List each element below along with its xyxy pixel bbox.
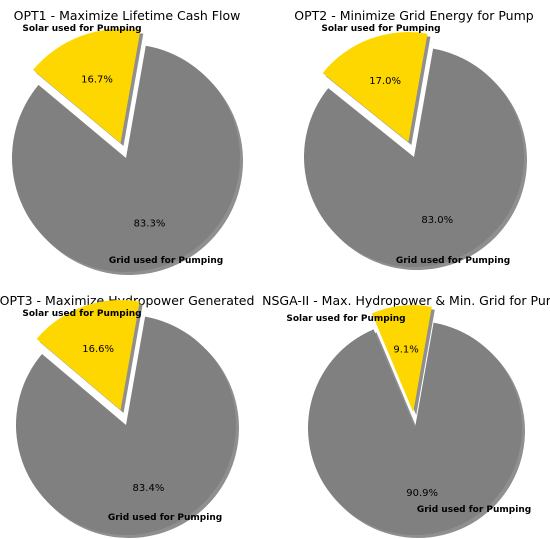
chart-opt3: OPT3 - Maximize Hydropower Generated 16.…	[0, 293, 254, 538]
pie-slice-grid	[304, 48, 524, 268]
pie-slice-grid	[12, 45, 241, 272]
pie-slice-solar	[322, 32, 428, 143]
slice-label-solar: Solar used for Pumping	[22, 309, 141, 319]
pie-slice-solar	[33, 28, 141, 143]
pie-slice-solar	[36, 299, 140, 410]
chart-nsga2: NSGA-II - Max. Hydropower & Min. Grid fo…	[262, 293, 550, 539]
slice-label-grid: Grid used for Pumping	[109, 256, 223, 266]
pct-label-solar: 16.6%	[82, 344, 114, 355]
slice-label-solar: Solar used for Pumping	[22, 24, 141, 34]
pct-label-grid: 83.3%	[134, 218, 166, 229]
chart-opt1: OPT1 - Maximize Lifetime Cash Flow 16.7%…	[12, 8, 244, 275]
chart-title: OPT2 - Minimize Grid Energy for Pump	[294, 8, 533, 23]
slice-label-solar: Solar used for Pumping	[321, 24, 440, 34]
pct-label-solar: 9.1%	[393, 344, 418, 355]
chart-opt2: OPT2 - Minimize Grid Energy for Pump 17.…	[294, 8, 534, 271]
chart-title: NSGA-II - Max. Hydropower & Min. Grid fo…	[262, 293, 550, 308]
slice-label-grid: Grid used for Pumping	[396, 256, 510, 266]
pct-label-solar: 17.0%	[369, 76, 401, 87]
pct-label-grid: 90.9%	[406, 488, 438, 499]
slice-label-solar: Solar used for Pumping	[286, 314, 405, 324]
pie-slice-grid	[307, 322, 522, 535]
slice-label-grid: Grid used for Pumping	[108, 513, 222, 523]
slice-label-grid: Grid used for Pumping	[417, 505, 531, 515]
pct-label-solar: 16.7%	[81, 75, 113, 86]
pct-label-grid: 83.4%	[133, 483, 165, 494]
pct-label-grid: 83.0%	[421, 215, 453, 226]
pie-slice-solar	[371, 305, 432, 413]
chart-title: OPT1 - Maximize Lifetime Cash Flow	[14, 8, 241, 23]
pie-slice-grid	[15, 316, 236, 535]
